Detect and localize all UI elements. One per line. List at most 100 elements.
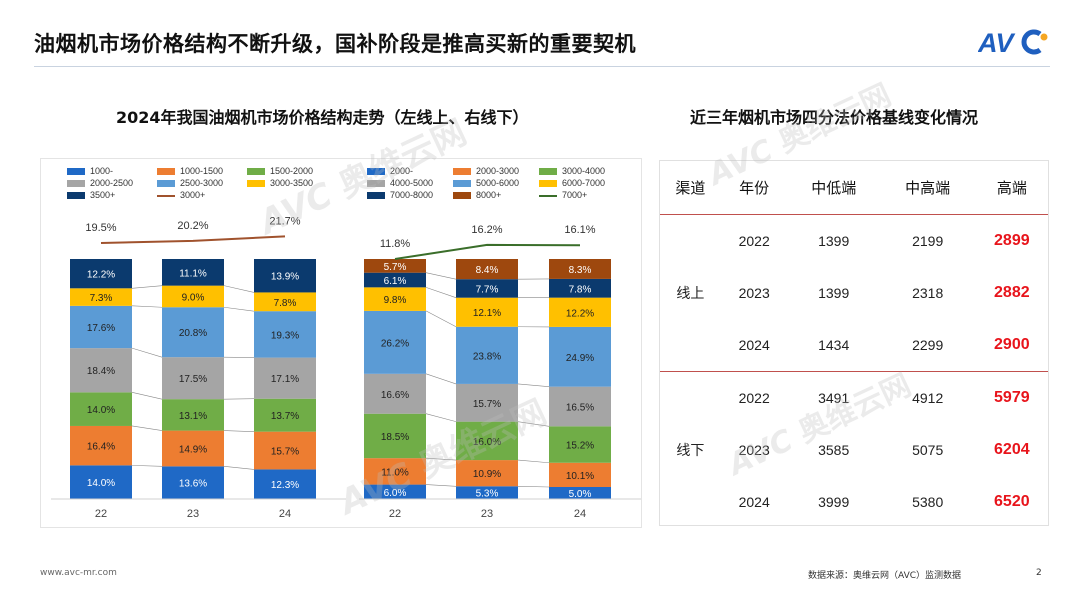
bar-data-label: 16.4% [87,442,115,453]
legend-swatch [453,192,471,199]
price-structure-charts: 1000- 1000-1500 1500-2000 2000-2500 2500-300… [51,166,641,520]
cell-year: 2023 [738,285,770,301]
bar-data-label: 10.9% [473,469,501,480]
bar-data-label: 14.0% [87,478,115,489]
bar-data-label: 19.3% [271,330,299,341]
cell-high: 6520 [994,493,1030,510]
footer-url: www.avc-mr.com [40,568,117,578]
bar-data-label: 15.2% [566,441,594,452]
cell-high: 2882 [994,284,1030,301]
table-row: 2023 3585 5075 6204 [659,424,1049,476]
bar-data-label: 12.2% [87,270,115,281]
bar-data-label: 7.8% [274,298,297,309]
bar-data-label: 12.1% [473,308,501,319]
bar-data-label: 12.2% [566,308,594,319]
price-structure-chart-panel: 1000- 1000-1500 1500-2000 2000-2500 2500-300… [40,158,642,528]
right-table-subtitle: 近三年烟机市场四分法价格基线变化情况 [690,108,979,127]
bar-data-label: 9.0% [182,292,205,303]
bar-segment [364,272,426,288]
bar-data-label: 10.1% [566,471,594,482]
bar-segment [162,259,224,286]
legend-label: 5000-6000 [476,178,519,188]
bar-data-label: 13.7% [271,411,299,422]
svg-text:AV: AV [978,28,1015,56]
segment-connector [425,413,457,422]
bar-data-label: 16.6% [381,390,409,401]
bar-segment [456,326,518,384]
channel-online: 线上 [676,285,705,301]
legend-label: 2500-3000 [180,178,223,188]
bar-segment [70,259,132,289]
cell-mid-high: 5075 [912,442,944,458]
header-year: 年份 [721,160,787,215]
cell-low-mid: 1399 [818,285,850,301]
bar-data-label: 24.9% [566,353,594,364]
bar-segment [70,305,132,349]
cell-mid-high: 4912 [880,371,975,424]
cell-high: 2899 [994,232,1030,249]
bar-segment [364,310,426,374]
x-tick-label: 22 [95,508,107,520]
legend-swatch [157,180,175,187]
segment-connector [223,306,255,312]
bar-segment [549,297,611,327]
bar-data-label: 8.4% [476,265,499,276]
bar-segment [162,430,224,467]
bar-segment [162,466,224,499]
bar-data-label: 18.4% [87,366,115,377]
legend-swatch [453,168,471,175]
bar-data-label: 7.8% [569,284,592,295]
legend-label: 2000-3000 [476,166,519,176]
bar-segment [70,288,132,306]
bar-data-label: 7.7% [476,284,499,295]
legend-swatch [67,168,85,175]
bar-data-label: 20.8% [179,328,207,339]
legend-swatch [539,180,557,187]
cell-high: 5979 [974,371,1049,424]
header-low-mid: 中低端 [786,160,881,215]
cell-year: 2024 [738,337,770,353]
x-tick-label: 24 [574,508,586,520]
bar-data-label: 12.3% [271,480,299,491]
legend-label: 2000- [390,166,413,176]
bar-data-label: 5.7% [384,262,407,273]
bar-segment [162,285,224,308]
header-high: 高端 [974,160,1049,215]
legend-swatch [453,180,471,187]
segment-connector [425,287,457,298]
legend-swatch [539,168,557,175]
bar-segment [70,348,132,393]
bar-segment [456,421,518,461]
bar-segment [364,458,426,485]
legend-label: 6000-7000 [562,178,605,188]
bar-segment [162,307,224,358]
bar-segment [254,259,316,293]
bar-data-label: 11.1% [179,268,207,279]
segment-connector [517,383,550,387]
legend-swatch [367,180,385,187]
segment-connector [223,466,255,470]
segment-connector [425,310,457,328]
table-row: 2024 3999 5380 6520 [659,476,1049,528]
segment-connector [223,285,255,293]
bar-segment [364,413,426,459]
bar-segment [162,399,224,431]
bar-segment [549,462,611,487]
bar-segment [254,469,316,499]
bar-data-label: 17.5% [179,374,207,385]
bar-segment [456,279,518,298]
bar-data-label: 18.5% [381,432,409,443]
segment-connector [425,373,457,385]
bar-segment [456,486,518,499]
bar-data-label: 9.8% [384,295,407,306]
legend-label: 4000-5000 [390,178,433,188]
bar-segment [549,259,611,279]
bar-segment [549,326,611,387]
bar-data-label: 5.3% [476,489,499,500]
x-tick-label: 22 [389,508,401,520]
legend-label: 1000-1500 [180,166,223,176]
legend-label: 3000-4000 [562,166,605,176]
legend-label: 3500+ [90,190,115,200]
legend-label: 2000-2500 [90,178,133,188]
segment-connector [131,305,163,308]
